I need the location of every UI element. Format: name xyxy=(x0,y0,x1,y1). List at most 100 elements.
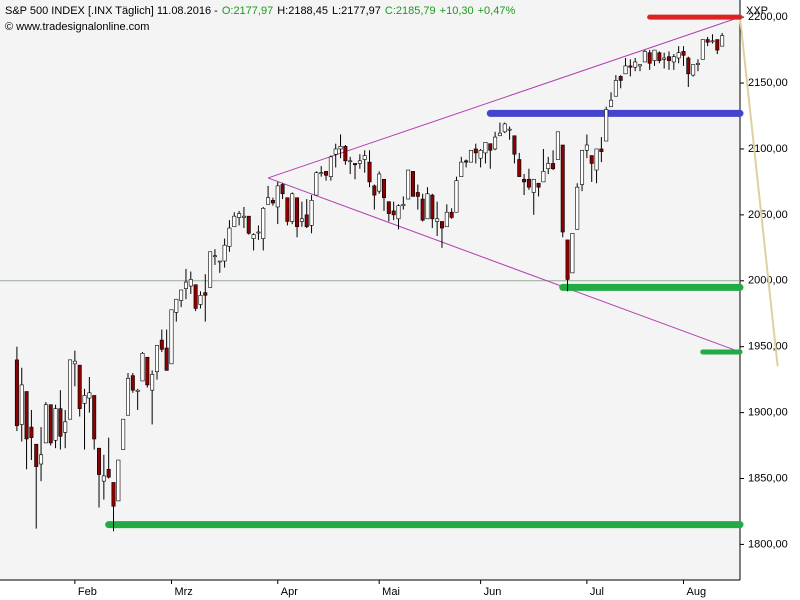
candle-body xyxy=(343,146,348,162)
candle-body xyxy=(493,136,498,150)
candle-body xyxy=(647,52,652,64)
candle-body xyxy=(87,392,92,399)
candle-body xyxy=(638,64,643,67)
candle-body xyxy=(43,404,48,444)
candle-body xyxy=(691,64,696,76)
candle-body xyxy=(116,459,121,502)
candle-body xyxy=(29,426,34,438)
candle-body xyxy=(657,52,662,61)
candle-body xyxy=(396,205,401,220)
candle-body xyxy=(14,359,19,427)
candle-body xyxy=(251,234,256,239)
x-tick-label: Aug xyxy=(686,586,706,598)
candle-body xyxy=(700,39,705,60)
candle-body xyxy=(203,292,208,296)
candle-body xyxy=(705,39,710,43)
candle-body xyxy=(179,289,184,301)
candle-body xyxy=(522,178,527,183)
candle-body xyxy=(280,184,285,195)
drawing-line xyxy=(267,177,741,353)
candle-body xyxy=(48,404,53,444)
candle-body xyxy=(232,215,237,228)
candle-body xyxy=(188,279,193,287)
candle-body xyxy=(382,178,386,199)
candle-body xyxy=(517,159,522,177)
y-tick-label: 1950,00 xyxy=(748,341,788,353)
chart-title: S&P 500 INDEX [.INX Täglich] xyxy=(5,5,154,17)
candle-body xyxy=(324,171,329,176)
candle-body xyxy=(444,211,449,228)
candle-body xyxy=(169,309,174,365)
y-tick-label: 2150,00 xyxy=(748,77,788,89)
candle-body xyxy=(435,218,440,222)
candle-body xyxy=(459,161,464,177)
candle-body xyxy=(478,149,483,159)
x-tick-label: Mrz xyxy=(174,586,192,598)
candle-body xyxy=(473,148,478,154)
candle-body xyxy=(589,155,594,164)
candle-body xyxy=(24,391,29,440)
source: © www.tradesignalonline.com xyxy=(5,21,149,33)
x-tick-label: Jun xyxy=(484,586,502,598)
candle-body xyxy=(106,468,111,478)
candle-body xyxy=(53,408,58,441)
candle-body xyxy=(720,35,725,47)
candle-body xyxy=(420,198,425,221)
candle-body xyxy=(348,160,353,163)
candle-body xyxy=(193,284,198,309)
candle-body xyxy=(246,215,251,234)
quote-part: L:2177,97 xyxy=(332,5,381,17)
y-tick-label: 2200,00 xyxy=(748,11,788,23)
candle-body xyxy=(183,281,188,289)
candle-body xyxy=(63,421,68,433)
candle-body xyxy=(367,161,372,183)
candle-body xyxy=(72,360,77,365)
candle-body xyxy=(58,408,63,437)
candle-body xyxy=(584,144,589,151)
candle-body xyxy=(386,201,391,214)
candle-body xyxy=(154,345,159,373)
candle-body xyxy=(604,109,609,142)
candle-body xyxy=(19,384,24,425)
candle-body xyxy=(406,169,411,200)
candle-body xyxy=(502,123,507,133)
candle-body xyxy=(555,131,560,160)
candle-body xyxy=(454,180,459,213)
candle-body xyxy=(599,148,604,152)
candle-body xyxy=(68,359,73,420)
candle-body xyxy=(618,76,623,81)
quote-part: +0,47% xyxy=(478,5,516,17)
candle-body xyxy=(497,132,502,137)
candle-body xyxy=(101,475,106,482)
candle-body xyxy=(328,156,333,177)
separator: - xyxy=(214,5,218,17)
candle-body xyxy=(285,197,290,222)
candle-body xyxy=(439,221,444,229)
header: S&P 500 INDEX [.INX Täglich] 11.08.2016 … xyxy=(5,5,515,17)
candle-body xyxy=(468,149,473,163)
candle-body xyxy=(256,231,261,234)
x-tick-label: Mai xyxy=(382,586,400,598)
candle-body xyxy=(507,128,512,131)
x-tick-label: Feb xyxy=(78,586,97,598)
candle-body xyxy=(531,178,536,193)
candle-body xyxy=(410,171,415,197)
quote-part: +10,30 xyxy=(440,5,474,17)
candle-body xyxy=(560,144,565,233)
candle-body xyxy=(121,418,126,450)
candle-body xyxy=(512,135,517,155)
candle-body xyxy=(304,214,309,228)
candle-body xyxy=(164,347,169,371)
candle-body xyxy=(377,173,382,192)
candle-body xyxy=(208,251,213,288)
candle-body xyxy=(319,172,324,174)
y-tick-label: 1900,00 xyxy=(748,406,788,418)
candle-body xyxy=(652,49,657,61)
date: 11.08.2016 xyxy=(157,5,211,17)
y-tick-label: 2050,00 xyxy=(748,209,788,221)
candle-body xyxy=(425,193,430,220)
y-tick-label: 1850,00 xyxy=(748,472,788,484)
quote-part: O:2177,97 xyxy=(222,5,273,17)
candle-body xyxy=(570,233,575,274)
candle-body xyxy=(546,163,551,170)
